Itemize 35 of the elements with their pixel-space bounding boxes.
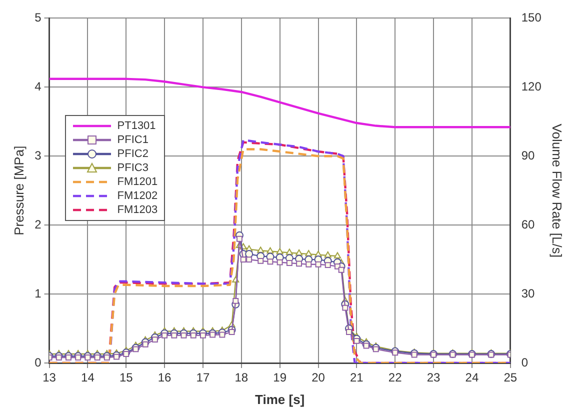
x-tick-label: 16 — [158, 370, 172, 385]
y2-tick-label: 150 — [521, 10, 542, 25]
legend-label: PT1301 — [117, 120, 156, 132]
legend-label: FM1202 — [117, 190, 158, 202]
x-tick-label: 24 — [465, 370, 479, 385]
y2-tick-label: 0 — [521, 355, 528, 370]
y2-tick-label: 30 — [521, 286, 536, 300]
x-tick-label: 22 — [388, 370, 402, 385]
x-tick-label: 25 — [504, 370, 518, 385]
y-tick-label: 0 — [34, 355, 42, 370]
y2-tick-label: 90 — [521, 148, 536, 162]
legend-label: FM1203 — [117, 204, 158, 216]
x-tick-label: 17 — [196, 370, 210, 385]
y-tick-label: 5 — [34, 10, 42, 25]
x-tick-label: 19 — [273, 370, 287, 385]
y2-tick-label: 60 — [521, 217, 536, 232]
x-tick-label: 18 — [234, 370, 248, 385]
y-axis-title: Pressure [MPa] — [11, 146, 26, 236]
x-tick-label: 14 — [81, 370, 95, 385]
y-tick-label: 2 — [34, 217, 42, 232]
x-tick-label: 23 — [426, 370, 441, 385]
legend-label: PFIC2 — [117, 148, 148, 160]
legend-label: PFIC1 — [117, 134, 148, 146]
y2-axis-title: Volume Flow Rate [L/s] — [550, 124, 565, 258]
y-tick-label: 3 — [34, 148, 42, 162]
y-tick-label: 4 — [34, 79, 42, 94]
y-tick-label: 1 — [34, 286, 42, 300]
x-tick-label: 15 — [119, 370, 134, 385]
x-tick-label: 21 — [350, 370, 364, 385]
x-tick-label: 20 — [312, 370, 326, 385]
x-axis-title: Time [s] — [255, 392, 305, 407]
legend-label: PFIC3 — [117, 162, 148, 174]
legend-label: FM1201 — [117, 176, 158, 188]
x-tick-label: 13 — [42, 370, 56, 385]
y2-tick-label: 120 — [521, 79, 542, 94]
